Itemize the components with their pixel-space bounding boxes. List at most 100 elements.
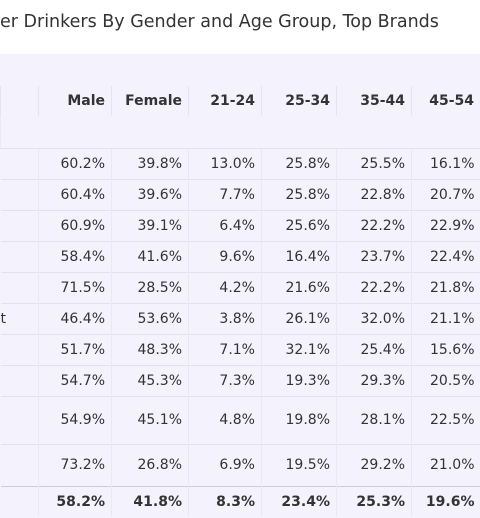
table-cell: 58.4% — [38, 240, 112, 272]
table-cell: 25.5% — [336, 147, 412, 179]
brand-cell: t — [0, 302, 39, 334]
table-cell: 21.6% — [261, 271, 337, 303]
table-cell: 25.8% — [261, 147, 337, 179]
table-cell: 45.1% — [111, 395, 189, 444]
table-row: 71.5% 28.5% 4.2% 21.6% 22.2% 21.8% — [0, 271, 480, 303]
table-cell: 4.8% — [188, 395, 262, 444]
table-cell: 19.3% — [261, 364, 337, 396]
table-cell: 29.3% — [336, 364, 412, 396]
table-cell: 60.9% — [38, 209, 112, 241]
total-label — [0, 485, 39, 517]
table-row: 60.9% 39.1% 6.4% 25.6% 22.2% 22.9% — [0, 209, 480, 241]
total-cell: 41.8% — [111, 485, 189, 517]
brand-cell — [0, 209, 39, 241]
brand-cell — [0, 240, 39, 272]
table-cell: 22.9% — [411, 209, 480, 241]
table-cell: 73.2% — [38, 443, 112, 486]
table-cell: 32.1% — [261, 333, 337, 365]
chart-title: er Drinkers By Gender and Age Group, Top… — [0, 12, 439, 32]
total-cell: 8.3% — [188, 485, 262, 517]
data-table: Male Female 21-24 25-34 35-44 45-54 60.2… — [0, 86, 480, 517]
table-cell: 6.4% — [188, 209, 262, 241]
table-cell: 20.7% — [411, 178, 480, 210]
table-cell: 9.6% — [188, 240, 262, 272]
table-row: 58.4% 41.6% 9.6% 16.4% 23.7% 22.4% — [0, 240, 480, 272]
table-cell: 41.6% — [111, 240, 189, 272]
table-row: 60.4% 39.6% 7.7% 25.8% 22.8% 20.7% — [0, 178, 480, 210]
table-cell: 54.7% — [38, 364, 112, 396]
column-header: Male — [38, 86, 112, 116]
table-cell: 7.3% — [188, 364, 262, 396]
table-panel: Male Female 21-24 25-34 35-44 45-54 60.2… — [0, 54, 480, 518]
brand-cell — [0, 395, 39, 444]
table-cell: 23.7% — [336, 240, 412, 272]
brand-cell — [0, 178, 39, 210]
table-cell: 25.8% — [261, 178, 337, 210]
table-cell: 22.2% — [336, 271, 412, 303]
table-row: 54.7% 45.3% 7.3% 19.3% 29.3% 20.5% — [0, 364, 480, 396]
total-row: 58.2% 41.8% 8.3% 23.4% 25.3% 19.6% — [0, 485, 480, 517]
table-cell: 26.1% — [261, 302, 337, 334]
table-cell: 7.1% — [188, 333, 262, 365]
column-header: 21-24 — [188, 86, 262, 116]
column-header: Female — [111, 86, 189, 116]
table-cell: 39.8% — [111, 147, 189, 179]
brand-cell — [0, 364, 39, 396]
spacer-row — [0, 116, 480, 148]
table-cell: 4.2% — [188, 271, 262, 303]
column-header: 45-54 — [411, 86, 480, 116]
column-header: 35-44 — [336, 86, 412, 116]
table-cell: 21.1% — [411, 302, 480, 334]
total-cell: 23.4% — [261, 485, 337, 517]
table-cell: 53.6% — [111, 302, 189, 334]
table-cell: 39.6% — [111, 178, 189, 210]
table-row: 54.9% 45.1% 4.8% 19.8% 28.1% 22.5% — [0, 395, 480, 444]
table-cell: 60.4% — [38, 178, 112, 210]
table-cell: 22.8% — [336, 178, 412, 210]
table-cell: 21.0% — [411, 443, 480, 486]
brand-cell — [0, 443, 39, 486]
total-cell: 58.2% — [38, 485, 112, 517]
table-cell: 51.7% — [38, 333, 112, 365]
table-row: 73.2% 26.8% 6.9% 19.5% 29.2% 21.0% — [0, 443, 480, 486]
table-cell: 22.2% — [336, 209, 412, 241]
table-cell: 29.2% — [336, 443, 412, 486]
total-cell: 25.3% — [336, 485, 412, 517]
table-row: 60.2% 39.8% 13.0% 25.8% 25.5% 16.1% — [0, 147, 480, 179]
table-row: t 46.4% 53.6% 3.8% 26.1% 32.0% 21.1% — [0, 302, 480, 334]
table-row: 51.7% 48.3% 7.1% 32.1% 25.4% 15.6% — [0, 333, 480, 365]
table-cell: 21.8% — [411, 271, 480, 303]
table-cell: 54.9% — [38, 395, 112, 444]
table-cell: 45.3% — [111, 364, 189, 396]
table-cell: 25.4% — [336, 333, 412, 365]
table-cell: 25.6% — [261, 209, 337, 241]
table-cell: 16.4% — [261, 240, 337, 272]
header-row: Male Female 21-24 25-34 35-44 45-54 — [0, 86, 480, 116]
table-cell: 28.5% — [111, 271, 189, 303]
table-cell: 16.1% — [411, 147, 480, 179]
table-cell: 22.4% — [411, 240, 480, 272]
brand-cell — [0, 147, 39, 179]
table-cell: 26.8% — [111, 443, 189, 486]
table-cell: 19.8% — [261, 395, 337, 444]
brand-cell — [0, 271, 39, 303]
table-cell: 20.5% — [411, 364, 480, 396]
brand-header — [0, 86, 39, 116]
table-cell: 32.0% — [336, 302, 412, 334]
table-cell: 28.1% — [336, 395, 412, 444]
column-header: 25-34 — [261, 86, 337, 116]
table-cell: 13.0% — [188, 147, 262, 179]
table-cell: 71.5% — [38, 271, 112, 303]
brand-cell — [0, 333, 39, 365]
table-cell: 3.8% — [188, 302, 262, 334]
table-cell: 6.9% — [188, 443, 262, 486]
table-cell: 7.7% — [188, 178, 262, 210]
table-cell: 60.2% — [38, 147, 112, 179]
spacer-cell — [0, 116, 480, 148]
table-cell: 39.1% — [111, 209, 189, 241]
total-cell: 19.6% — [411, 485, 480, 517]
table-cell: 46.4% — [38, 302, 112, 334]
table-cell: 22.5% — [411, 395, 480, 444]
table-cell: 19.5% — [261, 443, 337, 486]
table-cell: 48.3% — [111, 333, 189, 365]
